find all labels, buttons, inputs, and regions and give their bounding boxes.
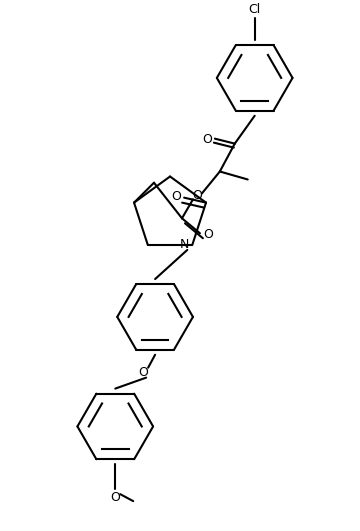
Text: O: O: [203, 228, 213, 241]
Text: Cl: Cl: [248, 3, 261, 16]
Text: O: O: [202, 133, 212, 146]
Text: N: N: [180, 238, 189, 252]
Text: O: O: [192, 189, 202, 202]
Text: O: O: [171, 190, 181, 203]
Text: O: O: [138, 366, 148, 379]
Text: O: O: [110, 491, 120, 503]
